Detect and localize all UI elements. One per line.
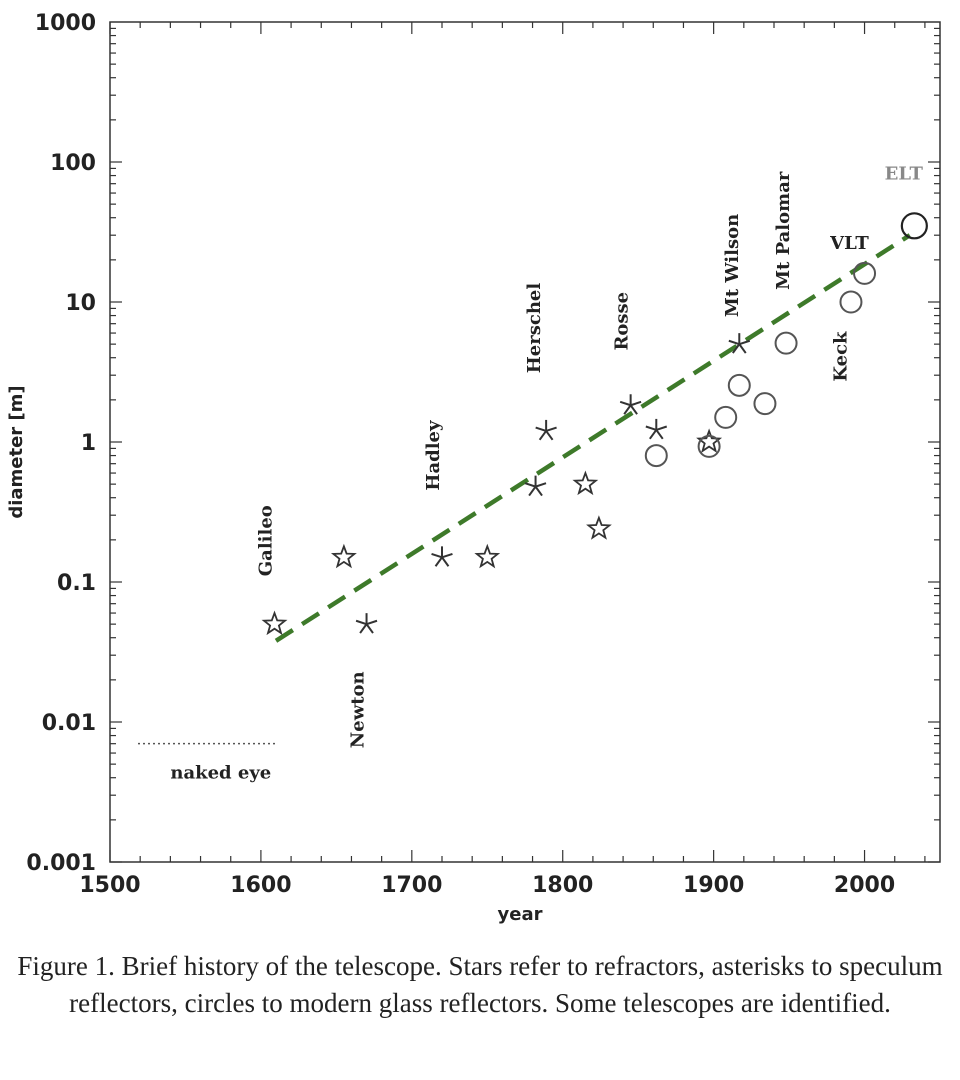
naked-eye-label: naked eye xyxy=(170,763,271,784)
x-tick-label: 1800 xyxy=(532,873,593,898)
refractor-star-marker xyxy=(586,515,612,540)
annotation-label: Mt Palomar xyxy=(773,171,794,290)
y-tick-label: 0.001 xyxy=(26,851,96,876)
speculum-asterisk-marker xyxy=(645,418,668,440)
y-tick-label: 0.1 xyxy=(57,571,96,596)
speculum-asterisk-marker xyxy=(524,475,547,497)
refractor-star-marker xyxy=(474,543,501,569)
y-axis-label: diameter [m] xyxy=(6,385,27,518)
x-tick-label: 1900 xyxy=(683,873,744,898)
telescope-chart: 1500 1600 1700 1800 1900 2000 0.001 0.01 0.1 1 10 1… xyxy=(6,11,941,925)
glass-reflector-circle-marker xyxy=(727,373,751,397)
glass-reflector-circle-marker xyxy=(853,261,877,285)
annotation-label: Newton xyxy=(348,671,369,748)
glass-reflector-circle-marker xyxy=(697,434,721,458)
speculum-asterisk-marker xyxy=(619,394,642,415)
annotation-label: Hadley xyxy=(423,420,444,491)
x-tick-label: 2000 xyxy=(834,873,895,898)
annotation-label: Mt Wilson xyxy=(722,214,743,317)
glass-reflector-circle-marker xyxy=(644,444,668,468)
glass-reflector-circle-marker xyxy=(753,392,777,416)
figure-caption: Figure 1. Brief history of the telescope… xyxy=(17,951,943,1018)
plot-frame xyxy=(109,21,941,863)
speculum-asterisk-marker xyxy=(431,546,453,567)
annotation-label: Galileo xyxy=(255,505,276,576)
y-tick-label: 10 xyxy=(65,291,96,316)
y-tick-label: 1000 xyxy=(35,11,96,36)
y-tick-label: 1 xyxy=(81,431,96,456)
annotation-label: VLT xyxy=(829,233,869,254)
glass-reflector-circle-marker xyxy=(774,331,798,355)
refractor-star-marker xyxy=(572,470,599,496)
refractor-star-marker xyxy=(696,428,723,453)
trend-line xyxy=(274,233,912,643)
annotation-label: ELT xyxy=(885,163,924,184)
refractor-star-marker xyxy=(261,610,288,636)
y-tick-label: 100 xyxy=(50,151,96,176)
glass-reflector-circle-marker xyxy=(714,405,738,429)
elt-circle-marker xyxy=(900,212,928,240)
x-tick-label: 1700 xyxy=(381,873,442,898)
speculum-asterisk-marker xyxy=(355,613,378,634)
x-tick-label: 1600 xyxy=(230,873,291,898)
x-tick-label: 1500 xyxy=(79,873,140,898)
x-axis-label: year xyxy=(498,904,543,925)
y-tick-label: 0.01 xyxy=(42,711,96,736)
refractor-star-marker xyxy=(330,543,357,569)
annotation-label: Rosse xyxy=(612,292,633,351)
speculum-asterisk-marker xyxy=(728,333,751,354)
glass-reflector-circle-marker xyxy=(839,290,863,314)
annotation-label: Herschel xyxy=(524,283,545,374)
speculum-asterisk-marker xyxy=(535,419,557,441)
annotation-label: Keck xyxy=(830,331,851,382)
